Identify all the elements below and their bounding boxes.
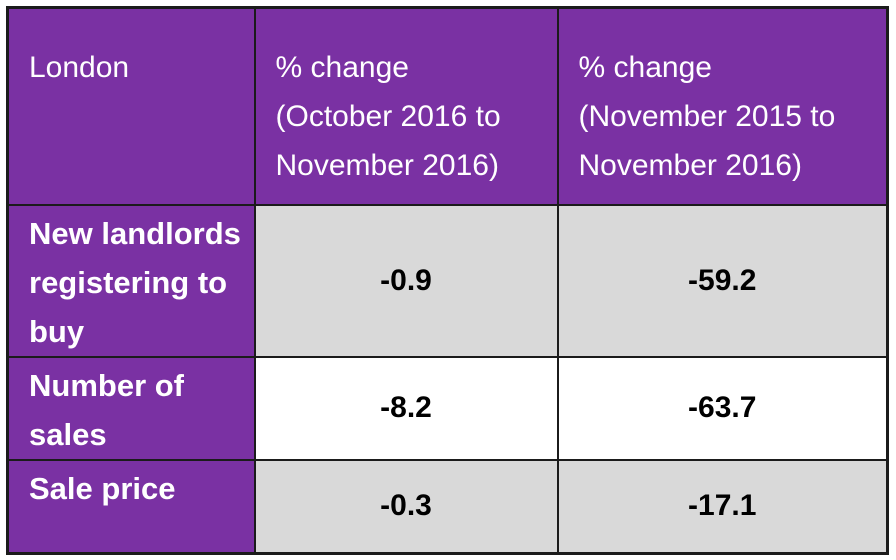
table-header-row: London % change (October 2016 to Novembe…	[6, 6, 889, 206]
table-row-number-of-sales: Number of sales -8.2 -63.7	[6, 355, 889, 461]
header-cell-region: London	[6, 6, 256, 206]
table-row-new-landlords: New landlords registering to buy -0.9 -5…	[6, 203, 889, 358]
row-label-number-of-sales: Number of sales	[6, 355, 256, 461]
london-property-change-table: London % change (October 2016 to Novembe…	[6, 6, 889, 555]
row-label-sale-price: Sale price	[6, 458, 256, 555]
row-label-new-landlords: New landlords registering to buy	[6, 203, 256, 358]
value-number-of-sales-yoy: -63.7	[556, 355, 889, 461]
value-sale-price-mom: -0.3	[253, 458, 559, 555]
table-row-sale-price: Sale price -0.3 -17.1	[6, 458, 889, 555]
header-cell-period-2: % change (November 2015 to November 2016…	[556, 6, 889, 206]
value-new-landlords-mom: -0.9	[253, 203, 559, 358]
value-sale-price-yoy: -17.1	[556, 458, 889, 555]
value-number-of-sales-mom: -8.2	[253, 355, 559, 461]
header-cell-period-1: % change (October 2016 to November 2016)	[253, 6, 559, 206]
value-new-landlords-yoy: -59.2	[556, 203, 889, 358]
